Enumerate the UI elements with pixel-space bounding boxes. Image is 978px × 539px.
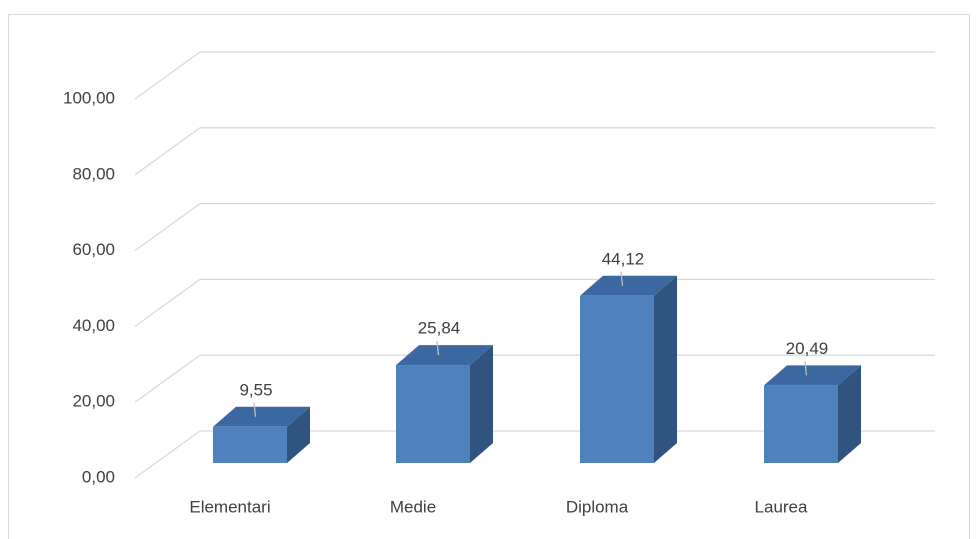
bar-top [580, 275, 677, 296]
bar-side [470, 345, 493, 463]
leader-line [253, 402, 257, 417]
bar-top [764, 365, 861, 386]
data-label: 20,49 [786, 339, 829, 358]
y-tick-label: 80,00 [72, 164, 115, 183]
grid-line [134, 430, 935, 479]
y-tick-label: 60,00 [72, 240, 115, 259]
bar [213, 426, 287, 463]
x-tick-label: Laurea [755, 497, 808, 516]
x-tick-label: Elementari [189, 497, 270, 516]
bar-side [654, 275, 677, 463]
data-label: 9,55 [239, 380, 272, 399]
x-tick-label: Diploma [566, 497, 629, 516]
bar [396, 365, 470, 463]
grid-line [134, 51, 935, 100]
grid-line [134, 354, 935, 403]
bar-side [287, 406, 310, 463]
bar-side [838, 365, 861, 463]
y-tick-label: 0,00 [82, 467, 115, 486]
y-tick-label: 100,00 [63, 88, 115, 107]
bar [580, 295, 654, 463]
data-label: 44,12 [602, 249, 645, 268]
grid-line [134, 202, 935, 252]
leader-line [804, 361, 808, 376]
bar-top [213, 406, 310, 427]
y-tick-label: 40,00 [72, 316, 115, 335]
leader-line [436, 340, 440, 356]
x-tick-label: Medie [390, 497, 436, 516]
chart-border [8, 14, 970, 539]
grid-line [134, 278, 935, 327]
grid-line [134, 127, 935, 176]
leader-line [620, 271, 624, 286]
bar-top [396, 345, 493, 366]
bar [764, 385, 838, 463]
y-tick-label: 20,00 [72, 392, 115, 411]
data-label: 25,84 [418, 319, 461, 338]
